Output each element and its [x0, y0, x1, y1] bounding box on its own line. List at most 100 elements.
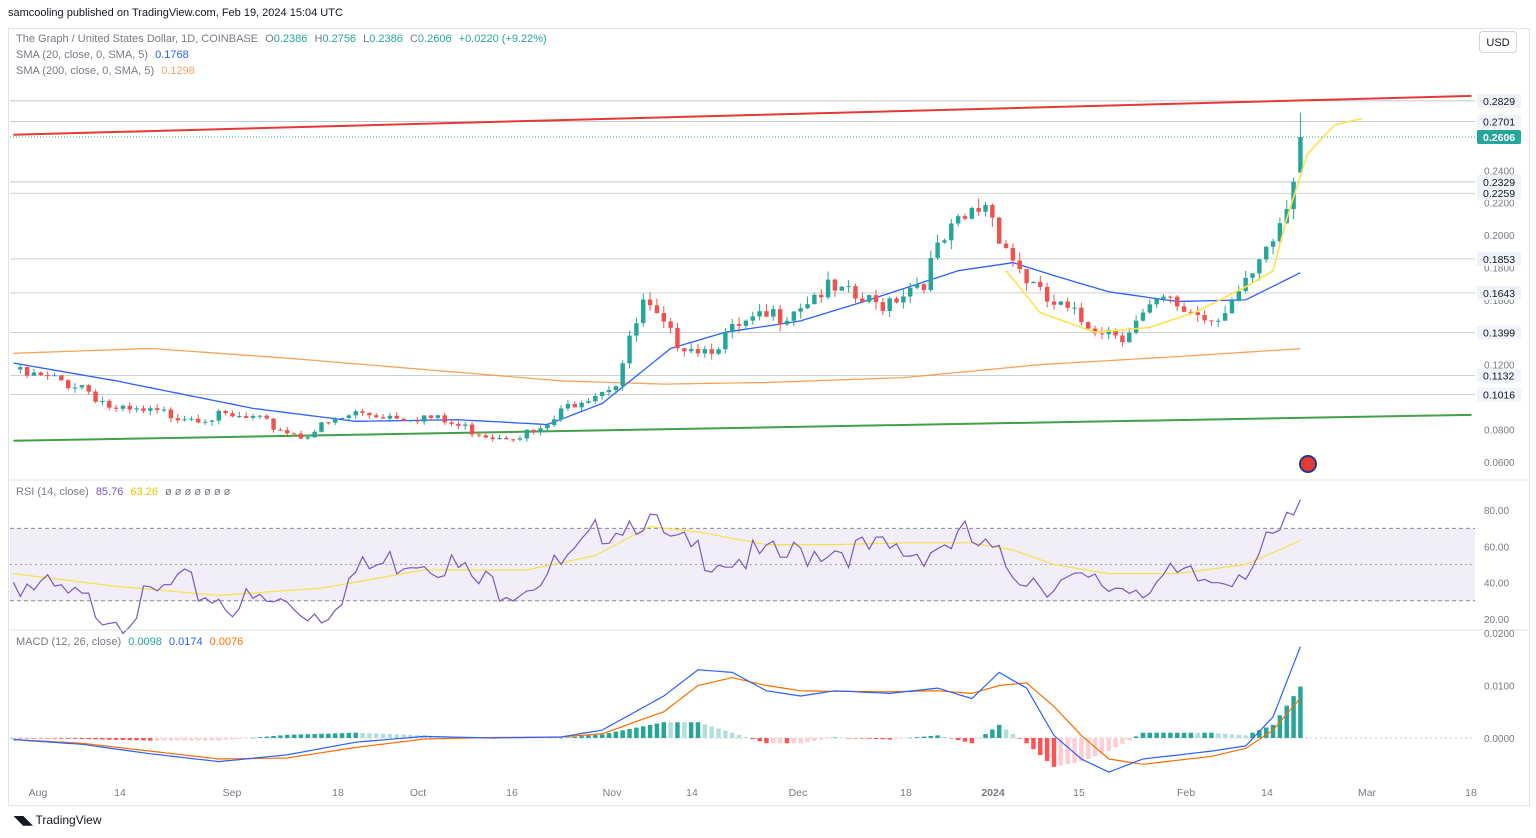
support-trendline — [13, 413, 1472, 442]
us-flag-icon[interactable] — [1299, 455, 1317, 473]
candle-body — [65, 380, 71, 389]
macd-hist-bar — [1277, 715, 1283, 738]
candle-body — [969, 207, 975, 219]
macd-hist-bar — [45, 738, 50, 739]
candle-body — [983, 205, 988, 212]
macd-hist-bar — [777, 738, 783, 744]
candle-body — [374, 415, 379, 418]
candle-body — [1222, 313, 1228, 321]
candle-body — [59, 375, 64, 381]
candle-body — [1010, 248, 1016, 261]
candle-body — [353, 411, 358, 416]
candle-body — [723, 331, 728, 350]
macd-hist-bar — [996, 724, 1002, 738]
cup-drawing — [1005, 117, 1363, 334]
macd-hist-bar — [1003, 729, 1009, 738]
candle-body — [154, 408, 160, 410]
macd-label: MACD (12, 26, close) — [16, 636, 122, 648]
trendlines — [13, 94, 1472, 442]
sma20-label: SMA (20, close, 0, SMA, 5) — [16, 49, 149, 61]
time-axis-tick: Feb — [1177, 787, 1195, 799]
candle-body — [1161, 296, 1166, 299]
candle-body — [688, 349, 694, 352]
macd-hist-bar — [278, 735, 283, 738]
candle-body — [702, 349, 708, 354]
candle-body — [1277, 223, 1283, 242]
macd-hist-bar — [196, 738, 201, 741]
candle-body — [825, 279, 831, 298]
macd-hist-bar — [1072, 738, 1077, 763]
candle-body — [942, 240, 947, 243]
sma200-line — [13, 347, 1301, 385]
macd-hist-bar — [880, 738, 886, 740]
low-label: L — [363, 33, 370, 45]
candle-body — [223, 410, 228, 414]
candle-body — [394, 415, 400, 419]
macd-hist-bar — [86, 738, 91, 740]
candle-body — [257, 415, 263, 417]
time-axis-tick: Dec — [789, 787, 808, 799]
candle-body — [1106, 329, 1111, 335]
macd-hist-bar — [784, 738, 790, 744]
price-label: 0.2829 — [1483, 96, 1515, 108]
macd-hist-bar — [360, 733, 365, 738]
macd-hist-bar — [264, 736, 269, 738]
candle-body — [31, 372, 37, 376]
macd-hist-bar — [654, 723, 660, 738]
candle-body — [1079, 307, 1084, 323]
macd-hist-bar — [682, 722, 687, 738]
macd-hist-bar — [599, 734, 605, 738]
candle-body — [572, 403, 578, 408]
candle-body — [504, 437, 509, 440]
macd-hist-bar — [1010, 734, 1016, 738]
macd-hist-bar — [1140, 732, 1146, 738]
macd-hist-bar — [962, 738, 968, 742]
macd-hist-bar — [969, 738, 975, 744]
candle-body — [757, 311, 762, 317]
price-label: 0.1399 — [1483, 327, 1515, 339]
macd-pane: 0.0200 0.0100 0.0000 — [10, 629, 1530, 773]
macd-signal-path — [13, 676, 1301, 765]
candle-body — [647, 299, 653, 306]
candle-body — [1038, 281, 1043, 287]
time-axis-tick: Oct — [410, 787, 426, 799]
macd-hist-bar — [819, 738, 824, 740]
close-value: 0.2606 — [417, 33, 452, 45]
macd-hist-bar — [565, 737, 571, 738]
macd-hist-bar — [743, 736, 749, 738]
candle-body — [1263, 246, 1269, 260]
price-label-bg — [1477, 174, 1521, 189]
axes: 0.2400 0.2200 0.2000 0.1800 0.1600 0.1200 0.08… — [29, 166, 1515, 799]
candle-body — [928, 257, 933, 290]
price-label: 0.1132 — [1483, 371, 1514, 383]
macd-axis-tick: 0.0100 — [1484, 682, 1515, 693]
candle-body — [24, 367, 30, 376]
candle-body — [1085, 322, 1091, 329]
time-axis-tick: 16 — [506, 787, 518, 799]
candle-body — [52, 375, 57, 377]
candle-body — [654, 305, 660, 314]
macd-hist-bar — [148, 738, 153, 741]
macd-hist-bar — [1257, 730, 1262, 738]
candle-body — [784, 320, 790, 325]
candle-body — [531, 429, 536, 432]
macd-hist-bar — [558, 738, 564, 739]
macd-hist-bar — [1024, 738, 1029, 744]
candle-body — [497, 437, 502, 440]
time-axis-tick: 15 — [1073, 787, 1085, 799]
macd-hist-bar — [538, 738, 543, 739]
close-label: C — [409, 33, 418, 45]
macd-hist-bar — [257, 737, 263, 738]
macd-hist-bar — [716, 728, 721, 738]
candle-body — [805, 304, 810, 309]
price-label: 0.1016 — [1483, 389, 1515, 401]
currency-button[interactable]: USD — [1479, 31, 1517, 53]
macd-hist-bar — [1270, 724, 1276, 738]
candle-body — [168, 409, 174, 419]
time-axis-tick: 18 — [900, 787, 912, 799]
price-label: 0.1643 — [1483, 288, 1515, 300]
candle-body — [682, 348, 687, 352]
change-value: +0.0220 (+9.22%) — [458, 33, 547, 45]
macd-hist-bar — [866, 738, 872, 739]
